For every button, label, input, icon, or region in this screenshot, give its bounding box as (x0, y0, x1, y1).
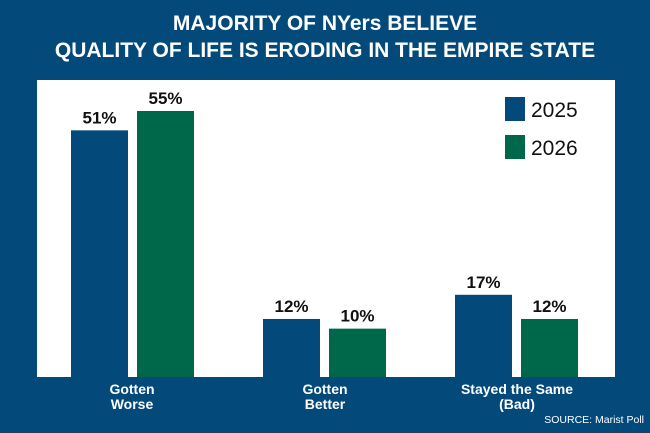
legend-swatch-2025 (505, 97, 525, 121)
title-line-2: QUALITY OF LIFE IS ERODING IN THE EMPIRE… (54, 39, 596, 62)
legend-label-2025: 2025 (531, 99, 578, 122)
bar-2026-0 (137, 111, 194, 377)
bar-2026-2 (521, 318, 578, 377)
chart-title: MAJORITY OF NYers BELIEVE QUALITY OF LIF… (0, 10, 650, 64)
category-label-same: Stayed the Same (Bad) (460, 381, 574, 412)
data-label-2026-2: 12% (532, 297, 566, 316)
bar-2026-1 (329, 328, 386, 377)
bar-2025-1 (263, 318, 320, 377)
source-note: SOURCE: Marist Poll (544, 414, 644, 426)
legend-swatch-2026 (505, 135, 525, 159)
data-label-2025-0: 51% (82, 108, 116, 127)
data-label-2025-1: 12% (274, 297, 308, 316)
bar-2025-0 (71, 130, 128, 377)
data-label-2026-0: 55% (148, 89, 182, 108)
data-label-2025-2: 17% (466, 273, 500, 292)
category-label-better: Gotten Better (302, 381, 348, 412)
title-line-1: MAJORITY OF NYers BELIEVE (172, 12, 478, 35)
plot-area (37, 80, 615, 377)
legend-label-2026: 2026 (531, 137, 578, 160)
data-label-2026-1: 10% (340, 307, 374, 326)
bar-2025-2 (455, 294, 512, 377)
category-label-worse: Gotten Worse (109, 381, 155, 412)
